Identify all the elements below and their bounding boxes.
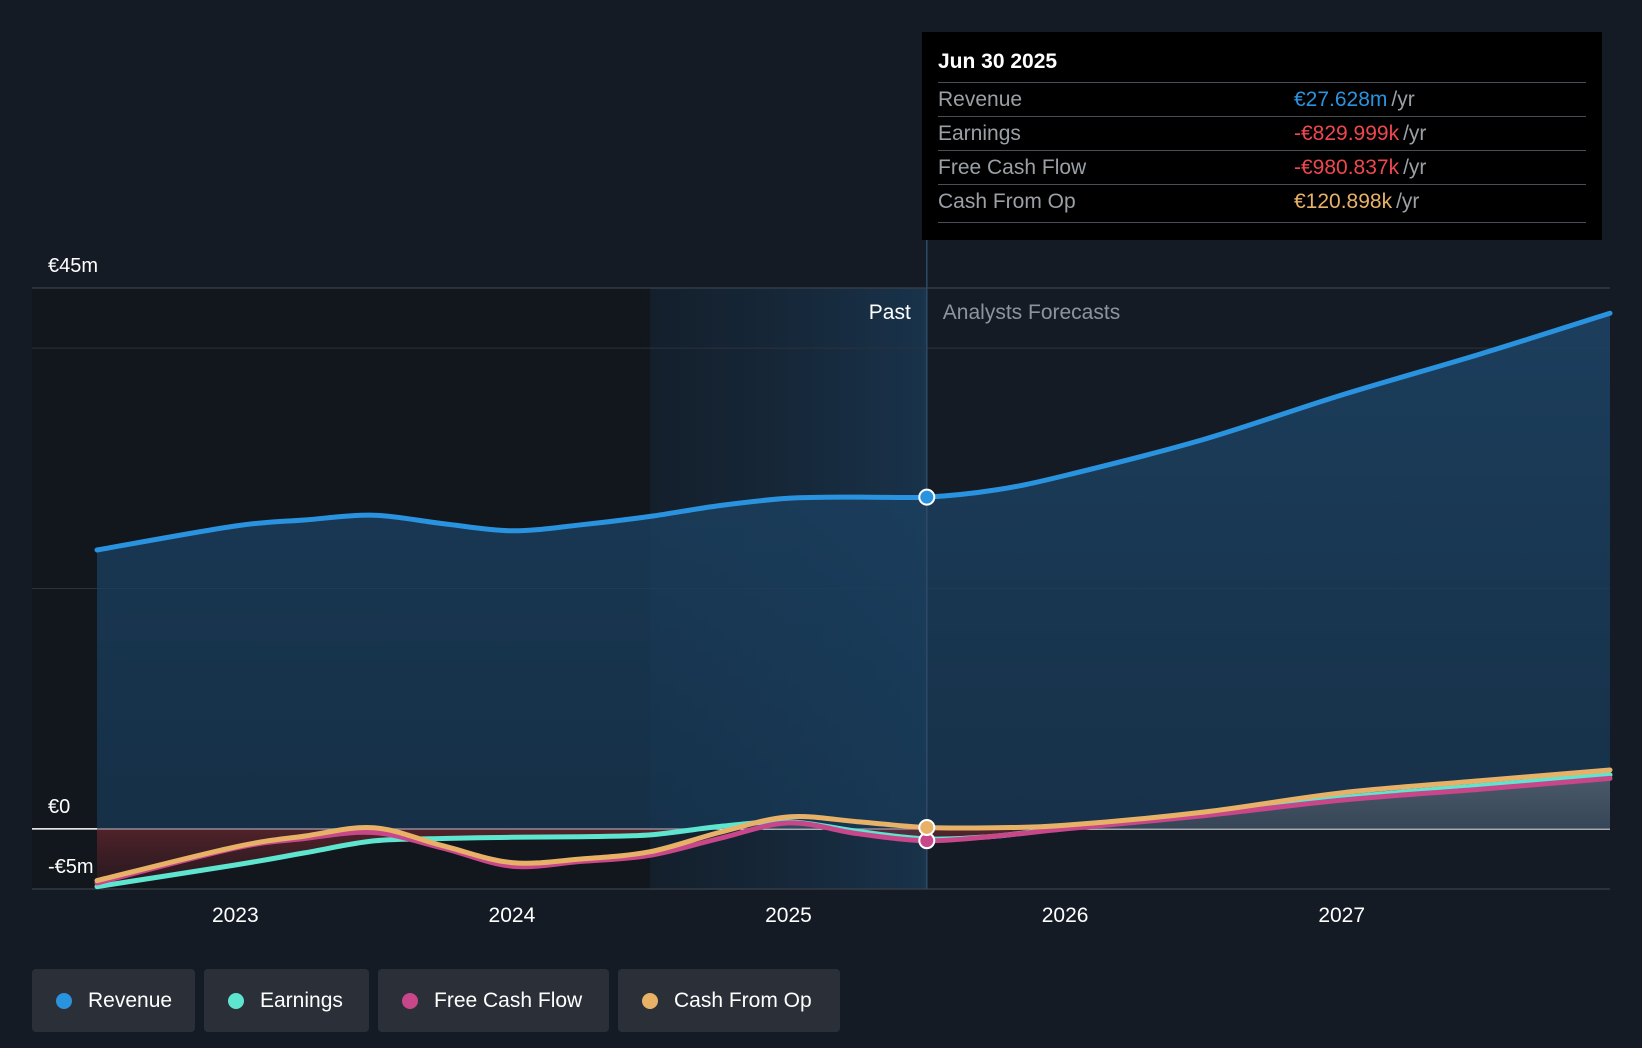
unit-label: /yr (1403, 122, 1427, 145)
unit-label: /yr (1403, 156, 1427, 179)
hover-markers (918, 488, 936, 850)
earnings-dot-icon (228, 993, 244, 1009)
unit-label: /yr (1391, 88, 1415, 111)
revenue-area (97, 313, 1610, 829)
forecast-label: Analysts Forecasts (943, 301, 1120, 324)
free-cash-flow-value: -€980.837k (1294, 156, 1400, 179)
past-label: Past (869, 301, 911, 324)
hover-tooltip: Jun 30 2025 Revenue €27.628m/yr Earnings… (922, 32, 1602, 240)
x-tick-label: 2023 (212, 904, 259, 927)
cash-from-op-marker (918, 818, 936, 836)
tooltip-date: Jun 30 2025 (938, 50, 1058, 73)
legend-item-cash-from-op[interactable]: Cash From Op (618, 969, 840, 1032)
legend-label: Free Cash Flow (434, 989, 583, 1012)
tooltip-label: Cash From Op (938, 190, 1076, 213)
earnings-negative-area (97, 828, 1055, 887)
legend-label: Earnings (260, 989, 343, 1012)
cash-from-op-value: €120.898k (1294, 190, 1393, 213)
tooltip-value: €27.628m/yr (1294, 83, 1415, 117)
legend-item-free-cash-flow[interactable]: Free Cash Flow (378, 969, 609, 1032)
x-tick-label: 2026 (1042, 904, 1089, 927)
series-areas (97, 313, 1610, 887)
legend-item-revenue[interactable]: Revenue (32, 969, 195, 1032)
tooltip-row-earnings: Earnings -€829.999k/yr (938, 116, 1586, 151)
y-tick-label: -€5m (48, 856, 94, 878)
tooltip-divider (938, 222, 1586, 223)
earnings-value: -€829.999k (1294, 122, 1400, 145)
x-tick-label: 2025 (765, 904, 812, 927)
free-cash-flow-dot-icon (402, 993, 418, 1009)
revenue-value: €27.628m (1294, 88, 1388, 111)
cash-flow-positive-area (97, 778, 1610, 829)
x-tick-label: 2027 (1318, 904, 1365, 927)
revenue-dot-icon (56, 993, 72, 1009)
legend-label: Revenue (88, 989, 173, 1012)
tooltip-value: €120.898k/yr (1294, 185, 1419, 219)
revenue-line (94, 310, 1613, 553)
axis-labels: €45m €0 -€5m 2023 2024 2025 2026 2027 (48, 255, 1365, 927)
y-tick-label: €0 (48, 796, 70, 818)
tooltip-row-cash-from-op: Cash From Op €120.898k/yr (938, 184, 1586, 219)
x-tick-label: 2024 (489, 904, 536, 927)
free-cash-flow-line (94, 775, 1613, 886)
revenue-marker (918, 488, 936, 506)
tooltip-row-revenue: Revenue €27.628m/yr (938, 82, 1586, 117)
tooltip-value: -€829.999k/yr (1294, 117, 1426, 151)
cash-from-op-dot-icon (642, 993, 658, 1009)
series-lines (94, 240, 1613, 890)
legend-label: Cash From Op (674, 989, 812, 1012)
tooltip-label: Free Cash Flow (938, 156, 1087, 179)
y-tick-label: €45m (48, 255, 98, 277)
tooltip-label: Revenue (938, 88, 1023, 111)
cash-from-op-line (94, 767, 1613, 884)
tooltip-label: Earnings (938, 122, 1021, 145)
legend-item-earnings[interactable]: Earnings (204, 969, 369, 1032)
tooltip-row-free-cash-flow: Free Cash Flow -€980.837k/yr (938, 150, 1586, 185)
unit-label: /yr (1396, 190, 1420, 213)
tooltip-value: -€980.837k/yr (1294, 151, 1426, 185)
